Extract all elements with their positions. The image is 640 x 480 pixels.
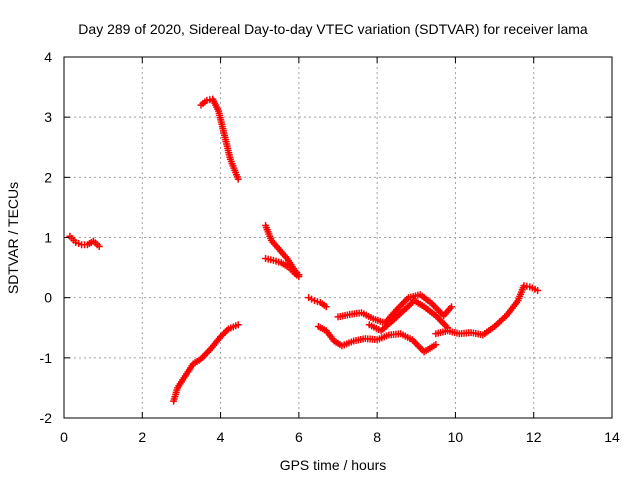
y-tick-label: 0 xyxy=(44,290,52,306)
series-arc7 xyxy=(314,323,440,356)
x-tick-label: 12 xyxy=(526,429,542,445)
x-tick-label: 8 xyxy=(373,429,381,445)
series-arc10 xyxy=(432,282,542,339)
x-tick-label: 0 xyxy=(60,429,68,445)
y-tick-label: 2 xyxy=(44,169,52,185)
data-point xyxy=(295,273,303,281)
data-point xyxy=(322,303,330,311)
chart-title: Day 289 of 2020, Sidereal Day-to-day VTE… xyxy=(78,21,588,37)
data-point xyxy=(234,321,242,329)
data-point xyxy=(95,243,103,251)
x-tick-label: 2 xyxy=(138,429,146,445)
y-tick-label: 4 xyxy=(44,49,52,65)
x-tick-labels: 0 2 4 6 8 10 12 14 xyxy=(60,429,620,445)
data-point xyxy=(448,303,456,311)
series-arc4 xyxy=(262,221,303,279)
y-tick-label: 1 xyxy=(44,230,52,246)
x-tick-label: 4 xyxy=(217,429,225,445)
series-arc3 xyxy=(170,321,242,405)
x-tick-label: 14 xyxy=(604,429,620,445)
y-tick-label: -1 xyxy=(40,350,53,366)
data-point xyxy=(432,341,440,349)
x-axis-label: GPS time / hours xyxy=(280,457,387,473)
y-tick-label: 3 xyxy=(44,109,52,125)
axis-ticks xyxy=(63,56,613,419)
data-point xyxy=(220,330,228,338)
series-arc8 xyxy=(334,291,456,327)
data-point xyxy=(217,333,225,341)
y-tick-label: -2 xyxy=(40,410,53,426)
series-arc6 xyxy=(305,294,330,311)
y-axis-label: SDTVAR / TECUs xyxy=(5,182,21,294)
data-points xyxy=(66,95,542,405)
series-arc1 xyxy=(66,232,103,251)
x-tick-label: 6 xyxy=(295,429,303,445)
series-arc9 xyxy=(365,297,452,335)
series-arc2 xyxy=(197,95,242,183)
data-point xyxy=(534,286,542,294)
series-arc5 xyxy=(262,255,303,281)
y-tick-labels: -2 -1 0 1 2 3 4 xyxy=(40,49,53,426)
data-point xyxy=(218,331,226,339)
grid xyxy=(64,57,612,418)
x-tick-label: 10 xyxy=(448,429,464,445)
data-point xyxy=(223,327,231,335)
data-point xyxy=(221,328,229,336)
data-point xyxy=(234,175,242,183)
